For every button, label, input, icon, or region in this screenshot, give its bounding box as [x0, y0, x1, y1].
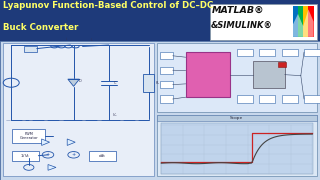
Text: Lyapunov Function-Based Control of DC–DC: Lyapunov Function-Based Control of DC–DC	[3, 1, 213, 10]
Text: ddt: ddt	[99, 154, 106, 158]
FancyBboxPatch shape	[308, 6, 314, 37]
FancyBboxPatch shape	[160, 95, 173, 103]
Text: C: C	[114, 81, 116, 85]
Polygon shape	[42, 139, 50, 145]
FancyBboxPatch shape	[12, 151, 39, 161]
Text: D: D	[78, 79, 81, 83]
FancyBboxPatch shape	[143, 74, 154, 92]
Text: $V_s$: $V_s$	[0, 79, 2, 87]
Polygon shape	[67, 139, 75, 145]
FancyBboxPatch shape	[253, 61, 285, 88]
FancyBboxPatch shape	[259, 49, 275, 56]
Text: $1/V_s$: $1/V_s$	[20, 152, 31, 159]
Text: Scope: Scope	[230, 116, 244, 120]
FancyBboxPatch shape	[161, 123, 313, 174]
FancyBboxPatch shape	[304, 49, 320, 56]
FancyBboxPatch shape	[24, 46, 37, 52]
FancyBboxPatch shape	[293, 6, 298, 37]
FancyBboxPatch shape	[282, 95, 298, 103]
FancyBboxPatch shape	[160, 81, 173, 88]
FancyBboxPatch shape	[12, 129, 45, 143]
FancyBboxPatch shape	[237, 49, 253, 56]
Polygon shape	[48, 165, 56, 170]
FancyBboxPatch shape	[160, 52, 173, 59]
Text: $i_L$: $i_L$	[65, 36, 69, 43]
Text: +: +	[46, 152, 50, 157]
FancyBboxPatch shape	[157, 115, 317, 176]
FancyBboxPatch shape	[186, 52, 230, 97]
FancyBboxPatch shape	[303, 6, 308, 37]
Text: $L$: $L$	[90, 36, 94, 43]
FancyBboxPatch shape	[89, 151, 116, 161]
FancyBboxPatch shape	[157, 115, 317, 121]
Polygon shape	[293, 9, 314, 37]
FancyBboxPatch shape	[160, 67, 173, 74]
FancyBboxPatch shape	[210, 4, 317, 40]
FancyBboxPatch shape	[298, 6, 303, 37]
FancyBboxPatch shape	[282, 49, 298, 56]
Text: Buck Converter: Buck Converter	[3, 22, 79, 32]
FancyBboxPatch shape	[278, 62, 286, 67]
FancyBboxPatch shape	[304, 95, 320, 103]
FancyBboxPatch shape	[157, 43, 317, 112]
Text: &SIMULINK®: &SIMULINK®	[211, 21, 273, 30]
FancyBboxPatch shape	[0, 41, 320, 180]
Text: $R_L$: $R_L$	[155, 79, 161, 87]
FancyBboxPatch shape	[259, 95, 275, 103]
Text: PWM
Generator: PWM Generator	[20, 132, 38, 140]
Text: +: +	[72, 152, 76, 157]
FancyBboxPatch shape	[237, 95, 253, 103]
FancyBboxPatch shape	[3, 43, 154, 176]
Text: MATLAB®: MATLAB®	[212, 6, 265, 15]
Text: $V_o$: $V_o$	[112, 111, 118, 119]
Polygon shape	[68, 79, 79, 86]
